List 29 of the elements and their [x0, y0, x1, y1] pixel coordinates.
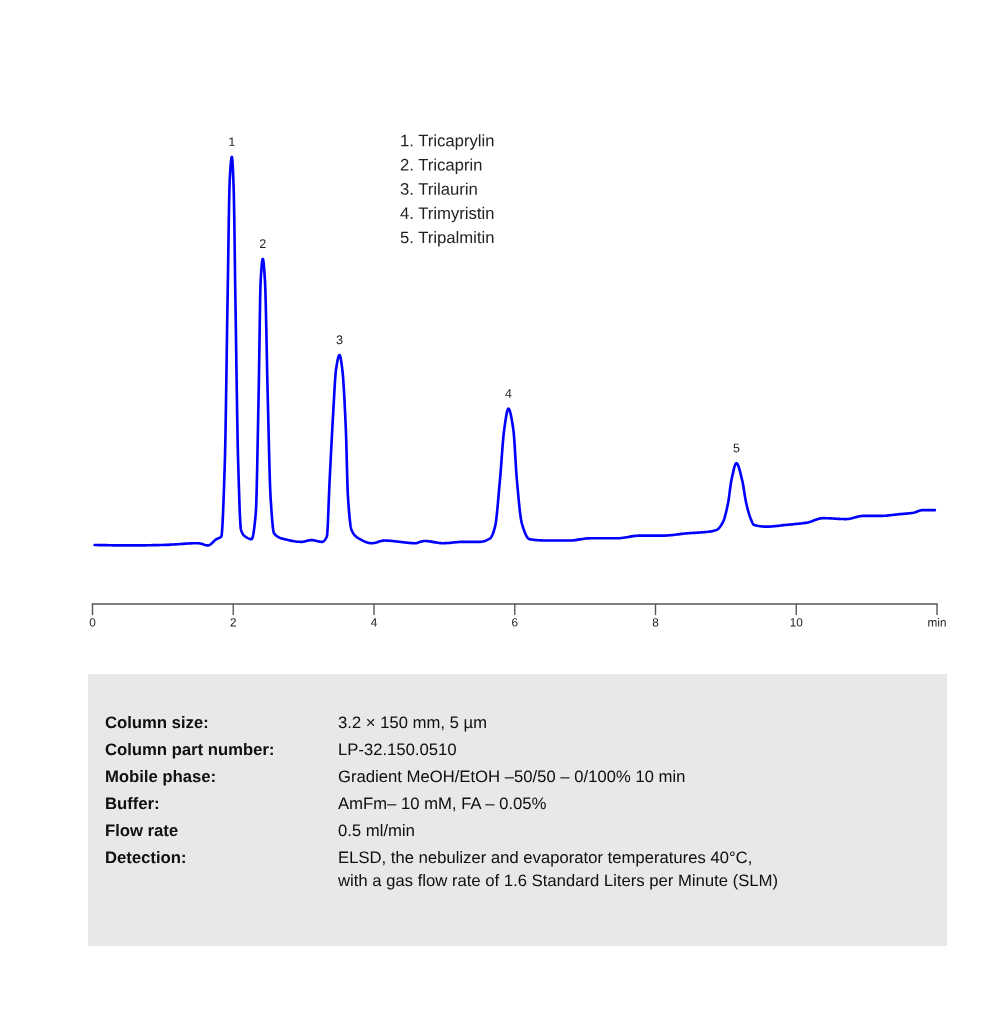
x-tick-label: 10	[790, 618, 803, 627]
annotation: 5	[733, 443, 740, 453]
annotation: 2. Tricaprin	[400, 158, 482, 174]
text: LP-32.150.0510	[339, 743, 456, 756]
annotation: 5. Tripalmitin	[400, 231, 494, 247]
annotation: 3	[336, 335, 343, 345]
x-tick-label: 2	[230, 618, 236, 627]
text: Column size:	[105, 716, 208, 729]
annotation: 1	[229, 137, 235, 147]
text: Detection:	[106, 851, 185, 864]
text: Mobile phase:	[106, 770, 215, 786]
text: 1. Tricaprylin	[401, 134, 494, 150]
annotation: 4. Trimyristin	[400, 206, 494, 223]
x-tick-label: min	[928, 617, 946, 627]
text: Buffer:	[106, 797, 159, 810]
x-tick-label: 4	[370, 618, 377, 627]
text: Gradient MeOH/EtOH –50/50 – 0/100% 10 min	[338, 770, 685, 783]
annotation: 3. Trilaurin	[400, 182, 477, 195]
x-tick-label: 8	[652, 618, 659, 627]
text: Column part number:	[105, 743, 273, 759]
annotation: 4	[505, 389, 512, 398]
annotation: 2	[259, 239, 266, 248]
text: ELSD, the nebulizer and evaporator temperatures 40°C, with a gas flow rate of 1.6 Standard Liters per Minute (SLM)	[337, 851, 777, 890]
text: AmFm– 10 mM, FA – 0.05%	[338, 797, 546, 812]
text: 0.5 ml/min	[338, 824, 414, 837]
text: Flow rate	[106, 824, 178, 837]
x-tick-label: 0	[89, 618, 96, 627]
x-tick-label: 6	[512, 618, 518, 627]
text: 3.2 × 150 mm, 5 µm	[338, 716, 486, 732]
